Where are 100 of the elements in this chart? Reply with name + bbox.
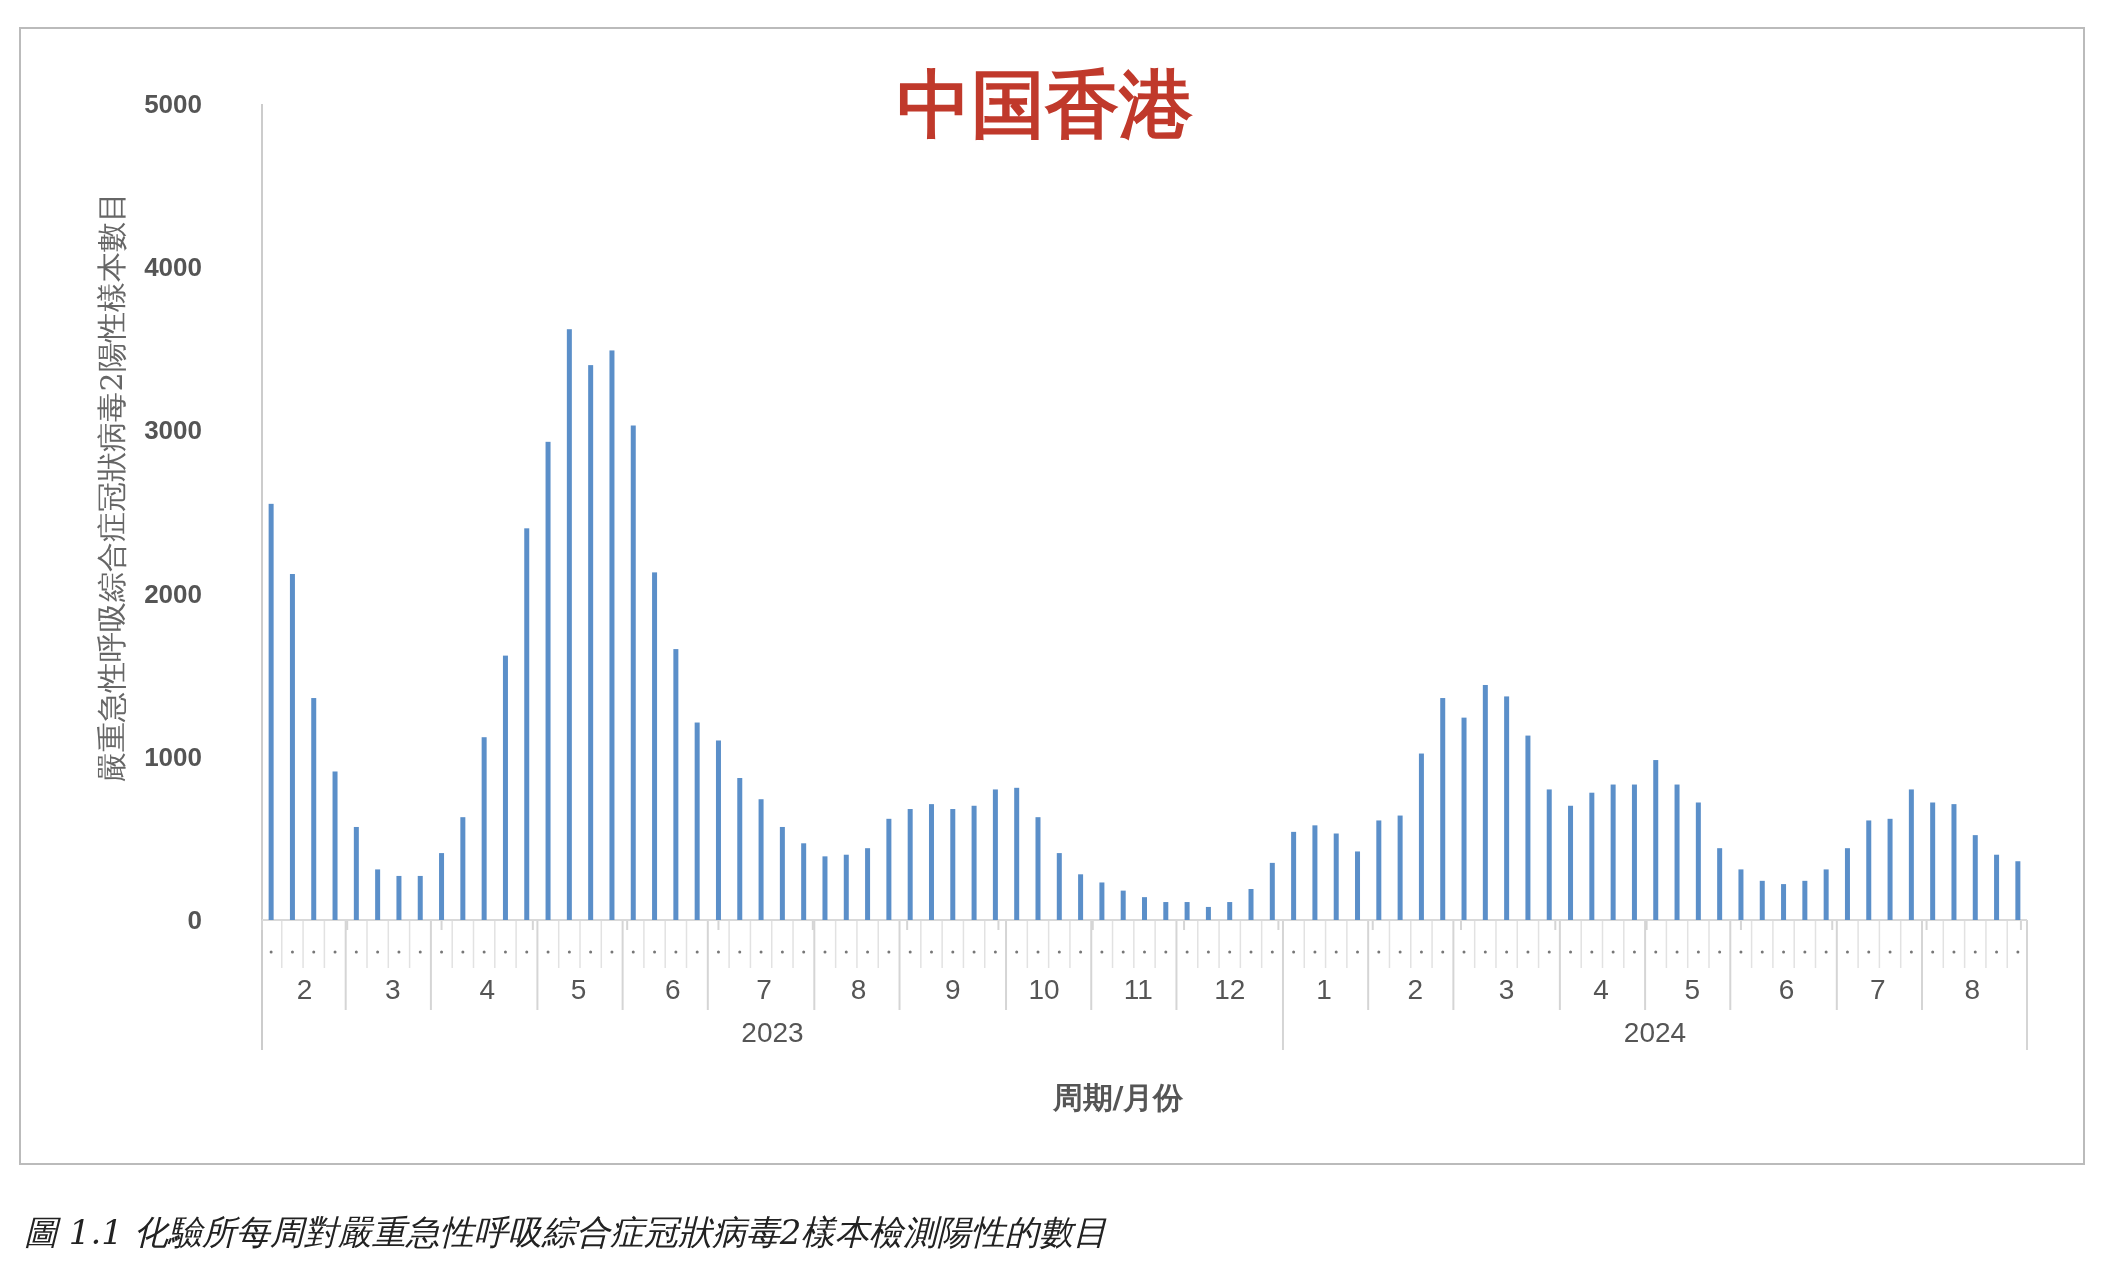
bar [1099,882,1105,920]
bar [1887,818,1893,920]
x-tick-label: 3 [1498,974,1515,1005]
bar [865,848,871,920]
bar [1610,784,1616,920]
bar [1844,848,1850,920]
bar [1759,880,1765,920]
bar [1440,698,1446,920]
bar [886,818,892,920]
bar [1269,862,1275,920]
bar [1333,833,1339,920]
caption: 圖 1.1 化驗所每周對嚴重急性呼吸綜合症冠狀病毒2樣本檢測陽性的數目 [24,1212,1108,1252]
y-tick-label: 5000 [144,89,202,119]
y-tick-label: 4000 [144,252,202,283]
x-tick-label: 6 [665,974,681,1005]
bar [1120,890,1126,920]
bar [1589,792,1595,920]
y-tick-label: 2000 [144,578,202,609]
y-tick-label: 0 [187,905,202,935]
bar [1653,760,1659,920]
x-tick-label: 2 [1407,974,1424,1005]
bar [1504,696,1510,920]
x-tick-label: 7 [1870,974,1886,1005]
bar [1418,753,1424,920]
bar [1525,735,1531,920]
bar [417,875,423,920]
bar [652,572,658,920]
text: 2023 [741,1017,804,1048]
bar [758,799,764,920]
bar [524,528,530,920]
x-tick-label: 11 [1123,974,1153,1005]
x-tick-label: 9 [945,974,961,1005]
bar [439,853,445,920]
bar [588,365,594,920]
y-tick-label: 1000 [144,741,202,772]
x-tick-label: 7 [756,974,772,1005]
bar [1951,804,1957,920]
x-tick-label: 4 [1593,974,1609,1005]
bar [566,329,572,920]
x-tick-label: 2 [296,974,313,1005]
x-tick-label: 5 [1684,974,1701,1005]
bar [1738,869,1744,920]
x-tick-label: 6 [1778,974,1795,1005]
bar [779,826,785,920]
bar [396,875,402,920]
x-tick-label: 12 [1214,974,1246,1005]
bar [1631,784,1637,920]
x-tick-label: 1 [1316,974,1332,1005]
bar [1205,906,1211,920]
x-tick-label: 8 [850,974,867,1005]
bar [1546,789,1552,920]
bar [1994,854,2000,920]
bar [268,503,274,920]
bar [1482,684,1488,920]
bar [737,778,743,920]
bar [289,574,295,920]
bar [843,854,849,920]
bar [481,737,487,920]
bar [1184,902,1190,920]
bar [502,655,508,920]
bar [1056,853,1062,920]
y-axis-title: 嚴重急性呼吸綜合症冠狀病毒2陽性樣本數目 [94,192,129,782]
bar [1078,874,1084,920]
bar [460,817,466,920]
bar [1035,817,1041,920]
bar [907,809,913,920]
bar [715,740,721,920]
bar [1376,820,1382,920]
bar [928,804,934,920]
bar [1312,825,1318,920]
text: 2024 [1623,1017,1687,1048]
bar [1823,869,1829,920]
bar [1695,802,1701,920]
bar [1163,902,1169,920]
bar [609,350,615,920]
bar [1568,805,1574,920]
bar [2015,861,2021,920]
bar [1781,884,1787,920]
bar [1802,880,1808,920]
x-tick-label: 5 [570,974,587,1005]
bar [1674,784,1680,920]
x-tick-label: 3 [385,974,401,1005]
bar [822,856,828,920]
x-tick-label: 4 [479,974,495,1005]
x-tick-label: 10 [1028,974,1060,1005]
x-tick-label: 8 [1964,974,1981,1005]
bar [375,869,381,920]
bar [992,789,998,920]
bar [353,826,359,920]
bar [673,649,679,920]
bar [971,805,977,920]
bar [1291,831,1297,920]
bar [1142,897,1147,920]
bar [801,843,807,920]
chart-title: 中国香港 [897,63,1193,146]
bar [332,771,338,920]
bar [1908,789,1914,920]
bar [1461,717,1467,920]
y-tick-label: 3000 [144,415,202,446]
bar [1972,835,1978,920]
